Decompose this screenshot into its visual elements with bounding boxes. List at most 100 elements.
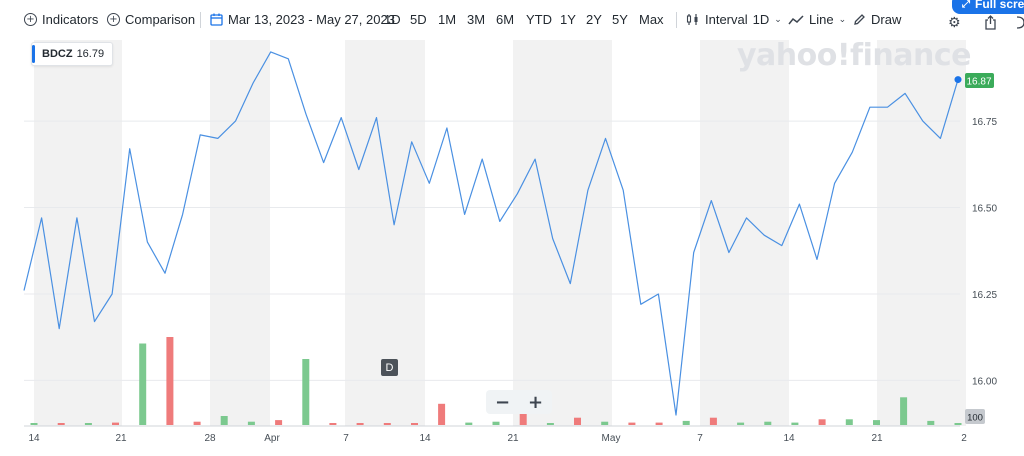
volume-bar (329, 423, 337, 425)
interval-value: 1D (752, 12, 770, 27)
calendar-icon (210, 13, 223, 26)
volume-bar (818, 419, 826, 425)
ticker-symbol: BDCZ (42, 48, 73, 60)
volume-bar (546, 423, 554, 425)
y-tick-label: 16.50 (972, 204, 997, 215)
range-button-ytd[interactable]: YTD (526, 12, 552, 27)
share-icon[interactable] (984, 15, 997, 30)
date-range-picker[interactable]: Mar 13, 2023 - May 27, 2023 (210, 12, 395, 27)
x-tick-label: 7 (697, 433, 703, 444)
x-tick-label: 14 (28, 433, 40, 444)
volume-bar (112, 422, 119, 425)
volume-bar (166, 337, 174, 425)
week-shade-band (513, 40, 612, 426)
range-button-1y[interactable]: 1Y (560, 12, 576, 27)
x-tick-label: Apr (264, 433, 280, 444)
volume-bar (220, 416, 228, 425)
y-tick-label: 16.25 (972, 290, 997, 301)
y-tick-label: 16.00 (972, 376, 997, 387)
more-icon[interactable] (1017, 15, 1024, 30)
last-price-label-bg (965, 73, 994, 88)
volume-bar (302, 359, 310, 425)
range-button-2y[interactable]: 2Y (586, 12, 602, 27)
fullscreen-label: Full screen (975, 0, 1024, 11)
x-tick-label: 7 (343, 433, 349, 444)
volume-label-bg (965, 409, 985, 424)
range-button-1d[interactable]: 1D (384, 12, 401, 27)
chart-toolbar: + Indicators + Comparison Mar 13, 2023 -… (0, 0, 1024, 40)
volume-bar (682, 420, 690, 425)
week-shade-band (700, 40, 789, 426)
volume-bar (709, 417, 717, 425)
last-price-label: 16.87 (966, 77, 991, 88)
volume-bar (655, 422, 663, 425)
interval-label: Interval (705, 12, 748, 27)
x-tick-label: 21 (115, 433, 127, 444)
range-button-5d[interactable]: 5D (410, 12, 427, 27)
volume-label: 100 (967, 413, 983, 424)
toolbar-divider (676, 12, 677, 28)
volume-bar (247, 421, 255, 425)
range-button-1m[interactable]: 1M (438, 12, 457, 27)
price-line (23, 51, 959, 416)
chevron-down-icon: ⌄ (838, 14, 847, 25)
volume-bar (84, 423, 92, 425)
fullscreen-button[interactable]: ⤢ Full screen (952, 0, 1024, 14)
x-tick-label: 21 (507, 433, 519, 444)
draw-button[interactable]: Draw (853, 12, 901, 27)
last-price-dot (954, 76, 962, 84)
volume-bar (873, 420, 880, 425)
volume-bar (492, 421, 500, 425)
line-chart-icon (788, 14, 804, 24)
indicators-button[interactable]: + Indicators (24, 12, 98, 27)
volume-bar (791, 422, 799, 425)
volume-bar (628, 422, 636, 425)
volume-bar (465, 422, 473, 425)
volume-bar (519, 403, 527, 425)
indicators-label: Indicators (42, 12, 99, 27)
x-tick-label: 28 (204, 433, 216, 444)
y-tick-label: 16.75 (972, 117, 997, 128)
comparison-button[interactable]: + Comparison (107, 12, 195, 27)
ticker-badge[interactable]: BDCZ 16.79 (31, 42, 114, 66)
x-tick-label: 14 (783, 433, 795, 444)
volume-bar (601, 421, 609, 425)
chevron-down-icon: ⌄ (774, 14, 782, 25)
volume-bar (574, 417, 581, 425)
x-tick-label: 2 (961, 433, 967, 444)
range-button-6m[interactable]: 6M (496, 12, 515, 27)
volume-bar (356, 423, 364, 425)
range-button-max[interactable]: Max (639, 12, 664, 27)
volume-bar (954, 423, 962, 425)
range-button-3m[interactable]: 3M (467, 12, 486, 27)
gear-icon[interactable]: ⚙ (948, 15, 961, 31)
range-button-5y[interactable]: 5Y (612, 12, 628, 27)
candles-icon (686, 14, 698, 25)
plus-circle-icon: + (24, 13, 37, 26)
zoom-control: − + (486, 390, 552, 414)
zoom-in-button[interactable]: + (527, 391, 544, 413)
volume-bar (193, 421, 201, 425)
volume-bar (845, 419, 853, 425)
volume-bar (30, 423, 38, 425)
volume-bar (737, 422, 745, 425)
zoom-out-button[interactable]: − (494, 391, 511, 413)
chart-type-dropdown[interactable]: Line ⌄ (788, 12, 846, 27)
dividend-marker[interactable]: D (381, 359, 398, 376)
comparison-label: Comparison (125, 12, 196, 27)
expand-icon: ⤢ (962, 0, 970, 10)
volume-bar (411, 423, 418, 425)
toolbar-divider (200, 12, 201, 28)
ticker-value: 16.79 (76, 48, 105, 60)
yahoo-finance-watermark: yahoo!finance (737, 38, 971, 73)
chart-type-label: Line (809, 12, 834, 27)
week-shade-band (34, 40, 122, 426)
week-shade-band (210, 40, 270, 426)
volume-bar (764, 421, 772, 425)
interval-dropdown[interactable]: Interval 1D ⌄ (686, 12, 782, 27)
x-tick-label: 14 (419, 433, 431, 444)
volume-bar (139, 343, 147, 425)
volume-bar (900, 397, 908, 425)
